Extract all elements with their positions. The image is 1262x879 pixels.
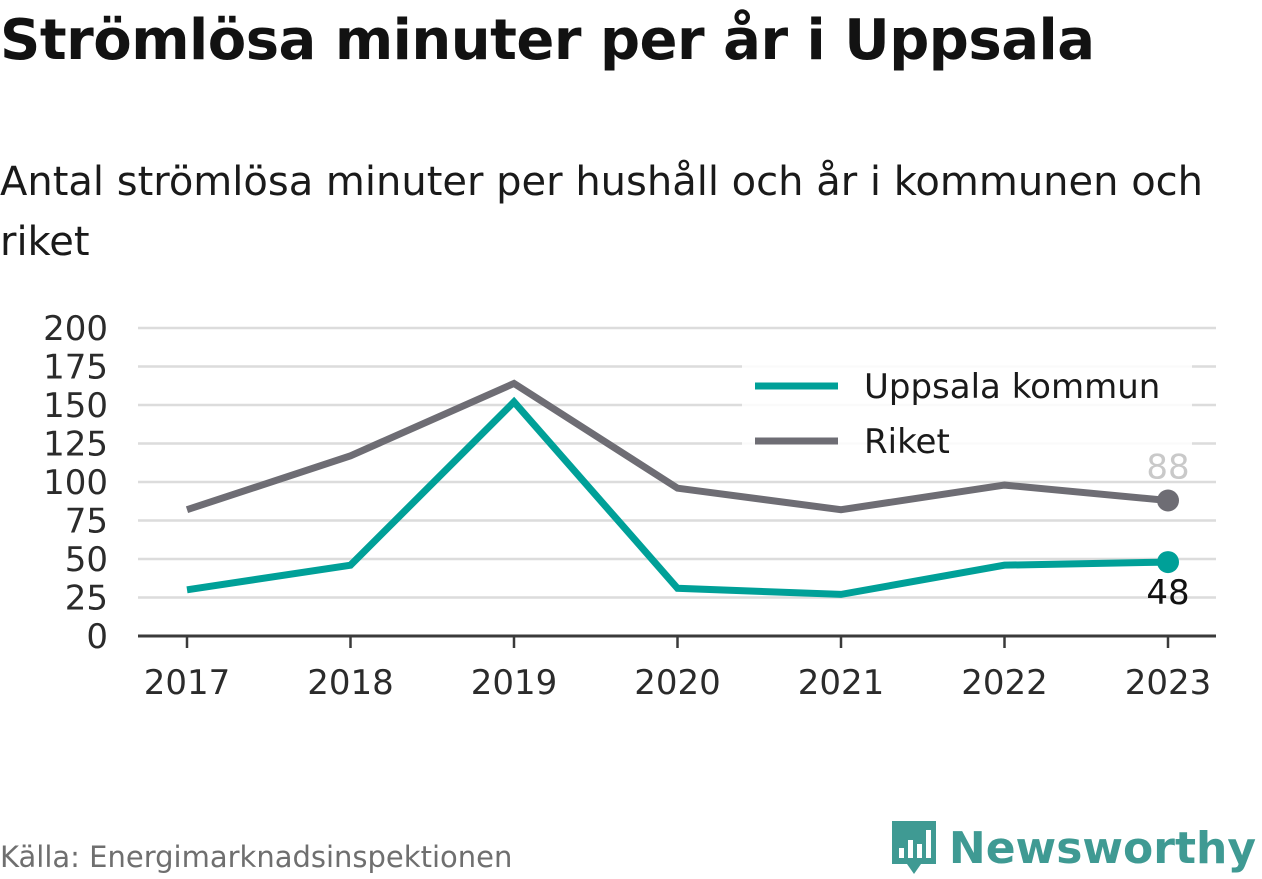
x-tick-label: 2023 [1125, 663, 1212, 703]
y-tick-label: 50 [65, 540, 108, 580]
brand-name: Newsworthy [948, 822, 1256, 874]
x-tick-label: 2020 [634, 663, 721, 703]
data-label-riket: 88 [1146, 447, 1189, 487]
y-tick-label: 100 [43, 463, 108, 503]
chart-subtitle: Antal strömlösa minuter per hushåll och … [0, 159, 1204, 265]
y-tick-label: 25 [65, 579, 108, 619]
series-line-0 [186, 396, 1169, 598]
source-note: Källa: Energimarknadsinspektionen [0, 840, 513, 874]
brand-logo: Newsworthy [889, 818, 1256, 878]
x-tick-label: 2021 [798, 663, 885, 703]
series-end-point [1157, 551, 1179, 574]
y-tick-label: 75 [65, 502, 108, 542]
y-tick-label: 125 [43, 425, 108, 465]
x-tick-label: 2017 [144, 663, 231, 703]
y-tick-label: 0 [86, 617, 108, 657]
y-tick-label: 150 [43, 386, 108, 426]
y-tick-label: 200 [43, 309, 108, 349]
legend-background [742, 360, 1192, 470]
y-tick-label: 175 [43, 348, 108, 388]
series-end-point [1157, 489, 1179, 512]
x-tick-label: 2018 [307, 663, 394, 703]
chart-title: Strömlösa minuter per år i Uppsala [0, 8, 1095, 73]
bar-chart-logo-icon [891, 821, 936, 874]
legend-label: Uppsala kommun [864, 367, 1160, 407]
legend-label: Riket [864, 422, 950, 462]
x-tick-label: 2019 [471, 663, 558, 703]
data-label-uppsala: 48 [1146, 573, 1189, 613]
series-line-1 [185, 379, 1169, 514]
x-tick-label: 2022 [961, 663, 1048, 703]
